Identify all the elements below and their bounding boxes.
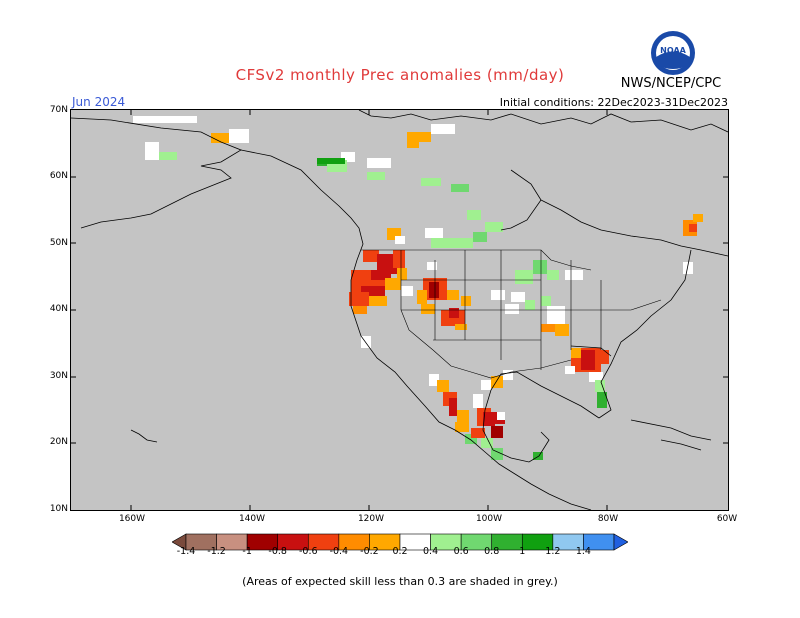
colorbar-label: -1.2 (207, 546, 226, 557)
lon-label: 60W (716, 514, 738, 524)
precip-anomaly-map (70, 109, 729, 511)
colorbar-label: -0.6 (299, 546, 318, 557)
colorbar-label: -0.4 (329, 546, 349, 557)
footnote: (Areas of expected skill less than 0.3 a… (242, 575, 558, 588)
colorbar-label: 0.8 (484, 546, 500, 557)
lat-label: 50N (49, 238, 68, 248)
lon-label: 140W (238, 514, 266, 524)
colorbar-label: 1.2 (545, 546, 561, 557)
colorbar-label: 1 (519, 546, 526, 557)
colorbar-end-right (613, 533, 628, 551)
coastlines (71, 110, 728, 510)
lat-label: 40N (49, 304, 68, 314)
map-canvas (71, 110, 728, 510)
colorbar-label: 1.4 (575, 546, 591, 557)
colorbar-label: 0.2 (392, 546, 408, 557)
map-ticks (71, 110, 728, 510)
logo-text: NOAA (660, 46, 686, 55)
colorbar-label: -1.4 (176, 546, 196, 557)
colorbar (172, 533, 628, 551)
lon-label: 100W (475, 514, 503, 524)
lat-label: 60N (49, 171, 68, 181)
lon-label: 80W (597, 514, 619, 524)
political-borders (361, 249, 662, 379)
lat-label: 30N (49, 371, 68, 381)
lat-label: 10N (49, 504, 68, 514)
lon-label: 120W (357, 514, 385, 524)
map-title: CFSv2 monthly Prec anomalies (mm/day) (235, 66, 565, 84)
colorbar-label: -0.8 (268, 546, 287, 557)
colorbar-label: 0.4 (423, 546, 439, 557)
initial-conditions: Initial conditions: 22Dec2023-31Dec2023 (499, 96, 728, 109)
noaa-logo: NOAA (651, 31, 695, 75)
anomaly-cells (133, 116, 703, 460)
lat-label: 20N (49, 437, 68, 447)
colorbar-label: 0.6 (453, 546, 469, 557)
producer-label: NWS/NCEP/CPC (620, 76, 722, 91)
lon-label: 160W (118, 514, 146, 524)
colorbar-label: -0.2 (360, 546, 379, 557)
colorbar-label: -1 (242, 546, 252, 557)
lat-label: 70N (49, 105, 68, 115)
forecast-period: Jun 2024 (72, 95, 126, 109)
